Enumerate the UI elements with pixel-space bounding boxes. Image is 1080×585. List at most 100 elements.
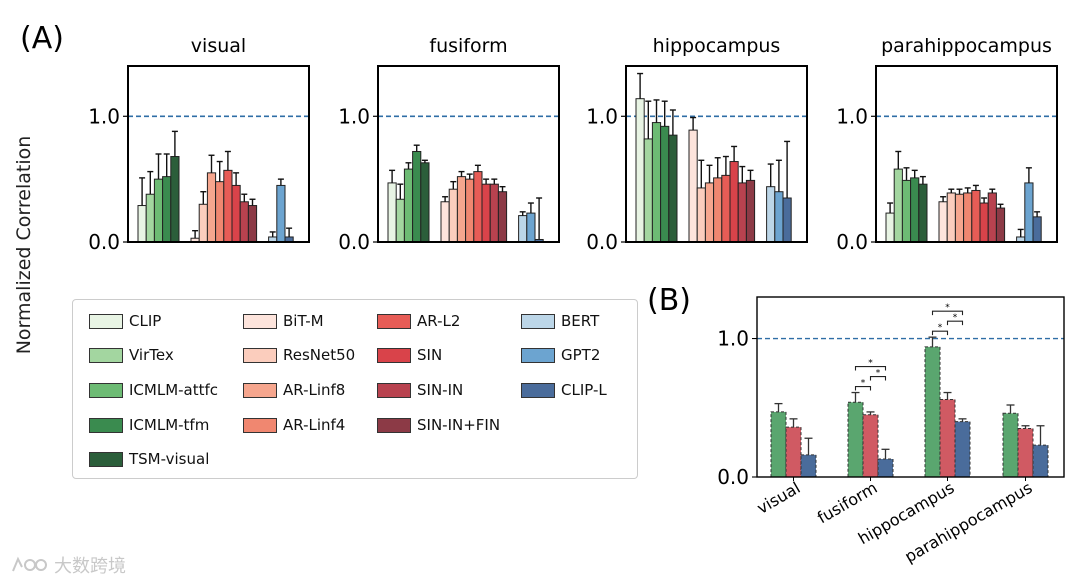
x-tick-label: parahippocampus [901,478,1035,566]
legend-entry: CLIP [89,310,161,332]
legend-swatch [377,382,411,398]
legend-swatch [89,347,123,363]
significance-label: * [945,303,950,313]
bar [938,201,948,243]
bar [420,162,430,243]
significance-bracket [931,310,964,316]
significance-bracket [854,385,872,391]
subplot-visual: visual 0.0 1.0 [88,35,310,254]
legend-entry: AR-Linf4 [243,414,345,436]
bar [231,184,241,243]
bar [979,202,989,243]
legend-entry: BiT-M [243,310,324,332]
bar [987,192,997,243]
plot-frame [625,65,808,243]
bar [448,188,458,243]
legend-swatch [521,382,555,398]
bar [137,205,147,243]
bar [387,182,397,243]
bar [954,421,971,478]
y-tick-label: 1.0 [88,104,120,128]
bar [170,156,180,243]
bar [862,414,879,478]
bar [247,205,258,243]
bar [800,454,817,478]
legend-swatch [243,313,277,329]
bar [782,197,792,243]
bar [497,191,508,243]
legend-entry: TSM-visual [89,448,209,470]
bar [223,169,233,243]
legend-entry: AR-Linf8 [243,379,345,401]
significance-bracket [869,375,887,381]
significance-label: * [938,323,943,333]
bar [774,191,784,243]
bar [766,186,776,243]
legend-label: TSM-visual [129,450,210,468]
bar [971,189,981,243]
panel-a-plots: visual 0.0 1.0 fusiform 0.0 1.0 hippocampus 0.0… [88,35,1058,254]
legend-label: SIN-IN+FIN [417,416,501,434]
bar [924,346,941,478]
legend-entry: SIN-IN+FIN [377,414,500,436]
bar [696,187,706,243]
y-axis-label: Normalized Correlation [13,136,35,355]
y-tick-label: 0.0 [836,230,868,254]
legend-label: AR-Linf8 [283,381,346,399]
legend-swatch [377,347,411,363]
significance-bracket [946,320,964,326]
bar [456,176,467,243]
panel-b-plot: 0.01.0******visual fusiformhippocampuspar… [717,296,1065,566]
legend-entry: BERT [521,310,599,332]
legend-swatch [89,417,123,433]
y-tick-label: 0.0 [586,230,618,254]
bar [910,177,920,243]
bar [526,212,536,243]
legend-entry: SIN [377,344,442,366]
legend-label: SIN [417,346,443,364]
significance-label: * [876,369,881,379]
y-tick-label: 1.0 [586,104,618,128]
legend-label: ICMLM-tfm [129,416,210,434]
subplot-hippocampus: hippocampus 0.0 1.0 [586,35,808,254]
legend-entry: ResNet50 [243,344,355,366]
bar [162,176,172,243]
bar [877,458,894,478]
legend-label: GPT2 [561,346,601,364]
bar [1032,444,1049,478]
bar [995,207,1006,243]
legend-label: CLIP [129,312,162,330]
subplot-fusiform: fusiform 0.0 1.0 [338,35,560,254]
legend-swatch [377,313,411,329]
x-tick-label: fusiform [814,478,881,527]
bar [198,203,208,243]
bar [1024,182,1034,243]
bar [412,150,422,243]
subplot-title: visual [191,35,246,57]
legend-swatch [243,417,277,433]
bar [473,171,483,243]
significance-label: * [868,359,873,369]
bar [635,98,645,243]
bar [403,168,414,243]
plot-frame [377,65,560,243]
bar [901,179,912,243]
legend-entry: AR-L2 [377,310,460,332]
legend-swatch [89,382,123,398]
legend-label: ICMLM-attfc [129,381,219,399]
legend-swatch [243,347,277,363]
bar [946,192,956,243]
legend-swatch [243,382,277,398]
legend-swatch [521,313,555,329]
bar [395,198,405,243]
bar [963,192,973,243]
subplot-title: fusiform [429,35,507,57]
bar [939,398,956,478]
bar [785,426,802,478]
bar [668,134,678,243]
legend-entry: GPT2 [521,344,600,366]
subplot-parahippocampus: parahippocampus 0.0 1.0 [836,35,1058,254]
bar [660,125,670,243]
